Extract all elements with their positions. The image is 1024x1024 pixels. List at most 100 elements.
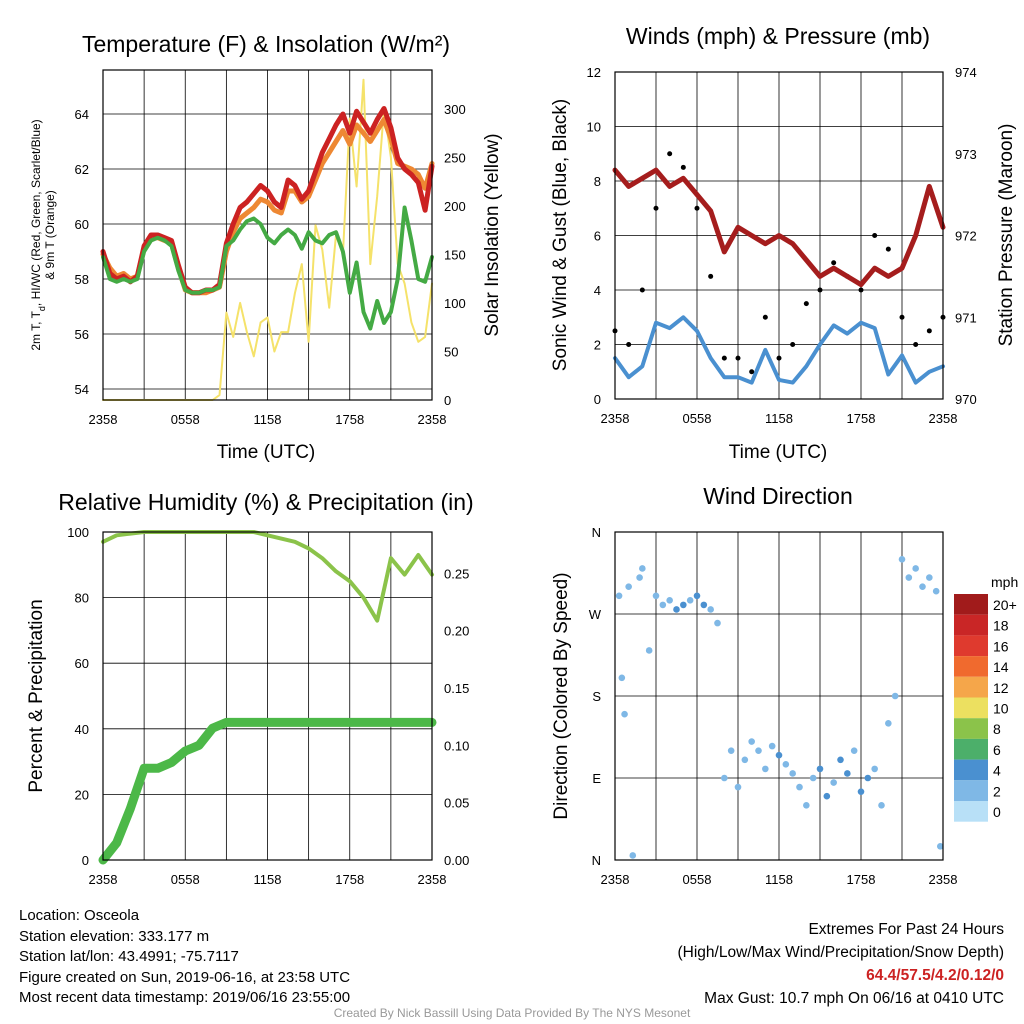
wind-direction-point bbox=[618, 674, 626, 682]
wind-direction-point bbox=[673, 606, 680, 613]
speed-legend-title: mph bbox=[991, 574, 1018, 590]
legend-swatch bbox=[954, 594, 988, 615]
x-tick-label: 2358 bbox=[89, 872, 118, 887]
wind-direction-point bbox=[636, 574, 643, 581]
wind-direction-point bbox=[748, 738, 755, 745]
wind-direction-point bbox=[926, 574, 933, 581]
wind-direction-point bbox=[615, 592, 623, 600]
wind-direction-point bbox=[680, 601, 687, 609]
y-tick-label: 6 bbox=[594, 229, 601, 244]
x-tick-label: 2358 bbox=[929, 872, 958, 887]
y-tick-label: 80 bbox=[75, 591, 89, 606]
gust-point bbox=[817, 287, 823, 293]
wind-direction-point bbox=[775, 751, 783, 759]
wind-direction-point bbox=[891, 692, 899, 700]
wind-direction-point bbox=[645, 647, 653, 654]
wind-direction-point bbox=[686, 597, 694, 604]
y-tick-label: 60 bbox=[75, 217, 89, 232]
x-tick-label: 0558 bbox=[683, 411, 712, 426]
y-tick-label: 10 bbox=[587, 120, 601, 135]
station-location: Location: Osceola bbox=[19, 907, 140, 924]
right-y-tick-label: 973 bbox=[955, 147, 977, 162]
x-tick-label: 1158 bbox=[765, 872, 793, 887]
precipitation-line bbox=[98, 717, 437, 865]
y-tick-label: 12 bbox=[587, 65, 601, 80]
wind-direction-point bbox=[864, 774, 872, 782]
legend-label: 14 bbox=[993, 659, 1009, 675]
humidity-panel-title: Relative Humidity (%) & Precipitation (i… bbox=[58, 489, 473, 515]
legend-label: 18 bbox=[993, 618, 1009, 634]
right-y-tick-label: 150 bbox=[444, 247, 466, 262]
y-tick-label: 2 bbox=[594, 338, 601, 353]
wind-direction-point bbox=[782, 761, 790, 768]
temperature-panel: Temperature (F) & Insolation (W/m²) 2m T… bbox=[29, 31, 503, 463]
y-tick-label: 0 bbox=[594, 392, 601, 407]
x-tick-label: 2358 bbox=[929, 411, 958, 426]
y-tick-label: 60 bbox=[75, 656, 89, 671]
winds-x-axis-label: Time (UTC) bbox=[729, 442, 828, 463]
wind-direction-point bbox=[809, 774, 817, 782]
wind-direction-point bbox=[932, 587, 940, 595]
gust-point bbox=[831, 260, 837, 266]
gust-point bbox=[694, 205, 700, 211]
wind-direction-point bbox=[721, 774, 728, 782]
humidity-gridlines bbox=[103, 531, 432, 861]
y-tick-label: 0 bbox=[82, 853, 89, 868]
winds-plot-frame bbox=[614, 71, 944, 400]
legend-label: 12 bbox=[993, 680, 1009, 696]
gust-point bbox=[762, 314, 768, 320]
gust-point bbox=[926, 328, 932, 334]
right-y-tick-label: 0.20 bbox=[444, 624, 469, 639]
x-tick-label: 2358 bbox=[601, 872, 630, 887]
temp-2m-line bbox=[100, 106, 435, 296]
wind-direction-point bbox=[816, 765, 824, 773]
x-tick-label: 2358 bbox=[418, 872, 447, 887]
wind-direction-points bbox=[615, 556, 944, 859]
wind-direction-point bbox=[871, 765, 878, 773]
x-tick-label: 2358 bbox=[418, 412, 447, 427]
winds-panel: Winds (mph) & Pressure (mb) Sonic Wind &… bbox=[550, 23, 1017, 463]
winds-right-axis-label: Station Pressure (Maroon) bbox=[996, 124, 1017, 347]
right-y-tick-label: 300 bbox=[444, 102, 466, 117]
right-y-tick-label: 0.05 bbox=[444, 796, 469, 811]
gust-point bbox=[913, 342, 919, 347]
speed-legend: mph 20+ 18 16 14 12 10 8 6 4 2 0 bbox=[954, 574, 1018, 822]
wind-direction-point bbox=[850, 747, 858, 754]
legend-swatch bbox=[954, 801, 988, 822]
gust-point bbox=[790, 342, 796, 347]
gust-point bbox=[803, 301, 809, 307]
wind-direction-point bbox=[878, 802, 885, 809]
wind-direction-point bbox=[912, 565, 919, 572]
extremes-box: Extremes For Past 24 Hours (High/Low/Max… bbox=[678, 918, 1005, 1010]
wind-direction-point bbox=[768, 742, 776, 750]
wind-direction-point bbox=[844, 770, 851, 777]
legend-swatch bbox=[954, 656, 988, 677]
legend-swatch bbox=[954, 718, 988, 739]
gust-point bbox=[885, 246, 891, 252]
station-latlon: Station lat/lon: 43.4991; -75.7117 bbox=[19, 948, 239, 965]
y-tick-label: N bbox=[592, 853, 601, 868]
y-tick-label: 64 bbox=[75, 107, 89, 122]
temperature-x-axis-label: Time (UTC) bbox=[217, 442, 316, 463]
right-y-tick-label: 972 bbox=[955, 229, 977, 244]
x-tick-label: 1158 bbox=[254, 872, 282, 887]
wind-direction-point bbox=[659, 601, 667, 609]
dewpoint-line bbox=[101, 205, 434, 331]
wind-direction-point bbox=[755, 747, 762, 754]
wind-direction-point bbox=[727, 747, 735, 754]
temperature-y-axis-label-line2: & 9m T (Orange) bbox=[43, 190, 57, 280]
right-y-tick-label: 0.15 bbox=[444, 681, 469, 696]
wind-direction-point bbox=[666, 597, 673, 604]
wind-direction-y-axis-label: Direction (Colored By Speed) bbox=[551, 572, 572, 819]
temperature-right-axis-label: Solar Insolation (Yellow) bbox=[482, 133, 503, 336]
legend-label: 8 bbox=[993, 721, 1001, 737]
legend-label: 6 bbox=[993, 742, 1001, 758]
x-tick-label: 0558 bbox=[171, 872, 200, 887]
temperature-panel-title: Temperature (F) & Insolation (W/m²) bbox=[82, 31, 450, 57]
humidity-plot-frame bbox=[102, 531, 433, 861]
legend-swatch bbox=[954, 614, 988, 636]
y-tick-label: W bbox=[589, 607, 602, 622]
right-y-tick-label: 100 bbox=[444, 296, 466, 311]
y-tick-label: E bbox=[592, 771, 601, 786]
